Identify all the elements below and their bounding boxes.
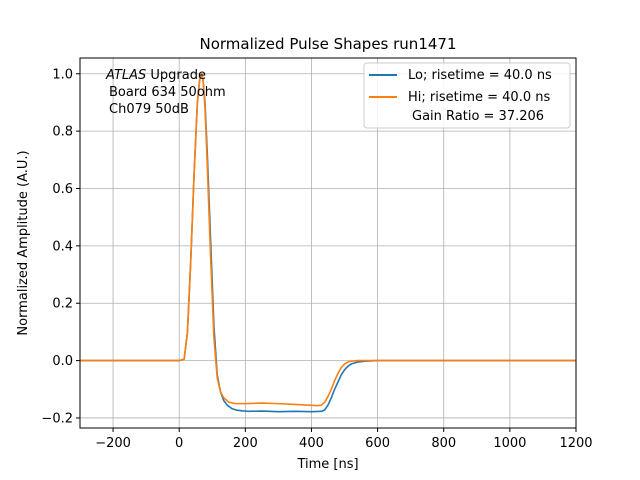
y-axis-ticks: −0.2 0.0 0.2 0.4 0.6 0.8 1.0 (41, 67, 80, 426)
x-tick-label: 200 (233, 436, 258, 451)
annotation-text: Upgrade (146, 68, 206, 83)
x-tick-label: 600 (365, 436, 390, 451)
legend-label-gain-ratio: Gain Ratio = 37.206 (412, 109, 544, 124)
x-axis-ticks: −200 0 200 400 600 800 1000 1200 (95, 428, 593, 451)
y-tick-label: 1.0 (52, 67, 73, 82)
legend-label: Hi; risetime = 40.0 ns (408, 90, 550, 105)
y-tick-label: 0.8 (52, 125, 73, 140)
annotation-line: Ch079 50dB (109, 102, 189, 117)
series-line-hi (80, 72, 576, 407)
x-tick-label: 1200 (559, 436, 592, 451)
annotation-italic: ATLAS (105, 68, 146, 83)
plot-frame (79, 57, 577, 429)
y-tick-label: 0.0 (52, 354, 73, 369)
y-axis-label: Normalized Amplitude (A.U.) (16, 150, 31, 335)
chart-title: Normalized Pulse Shapes run1471 (199, 35, 456, 53)
x-tick-label: 1000 (493, 436, 526, 451)
annotation-line: ATLAS Upgrade (105, 68, 206, 83)
y-tick-label: −0.2 (41, 411, 73, 426)
atlas-annotation: ATLAS Upgrade Board 634 50ohm Ch079 50dB (105, 68, 226, 117)
series-lines (80, 72, 576, 413)
annotation-text: Board 634 50ohm (109, 85, 226, 100)
x-tick-label: 400 (299, 436, 324, 451)
legend-box (363, 62, 571, 129)
y-tick-label: 0.2 (52, 297, 73, 312)
annotation-text: Ch079 50dB (109, 102, 189, 117)
x-tick-label: 0 (175, 436, 183, 451)
legend-label: Lo; risetime = 40.0 ns (408, 68, 552, 83)
x-axis-label: Time [ns] (296, 457, 358, 472)
x-tick-label: −200 (95, 436, 131, 451)
x-tick-label: 800 (431, 436, 456, 451)
annotation-line: Board 634 50ohm (109, 85, 226, 100)
y-tick-label: 0.6 (52, 182, 73, 197)
y-tick-label: 0.4 (52, 239, 73, 254)
legend: Lo; risetime = 40.0 ns Hi; risetime = 40.… (363, 62, 571, 129)
